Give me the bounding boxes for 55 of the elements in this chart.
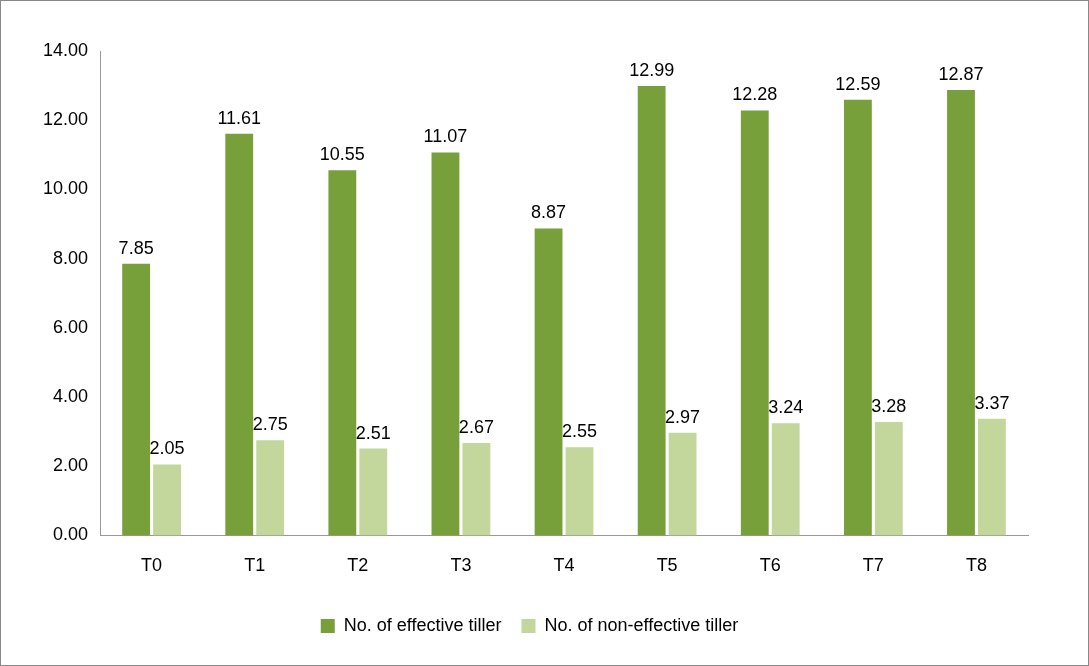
bar <box>153 464 181 536</box>
x-tick-label: T6 <box>759 555 781 576</box>
y-tick-label: 12.00 <box>43 109 89 130</box>
x-tick-label: T1 <box>244 555 266 576</box>
y-tick-label: 6.00 <box>53 316 89 337</box>
bar <box>328 170 357 536</box>
x-tick-label: T3 <box>450 555 472 576</box>
bar <box>947 90 975 536</box>
data-label: 8.87 <box>531 202 567 223</box>
y-tick-label: 4.00 <box>53 385 89 406</box>
y-tick-label: 0.00 <box>53 524 89 545</box>
data-label: 12.28 <box>732 84 778 105</box>
data-label: 3.24 <box>768 397 804 418</box>
y-tick-label: 8.00 <box>53 247 89 268</box>
x-tick-label: T2 <box>347 555 369 576</box>
legend-label: No. of non-effective tiller <box>544 614 739 635</box>
data-label: 12.59 <box>835 73 881 94</box>
bar <box>225 133 254 536</box>
bar <box>534 228 563 536</box>
bar <box>843 99 872 536</box>
bar <box>256 440 285 536</box>
data-label: 10.55 <box>319 144 365 165</box>
data-label: 12.87 <box>938 64 984 85</box>
data-label: 2.55 <box>561 421 598 442</box>
bar <box>637 85 666 536</box>
bar <box>122 263 151 536</box>
x-tick-label: T8 <box>965 555 987 576</box>
y-tick-label: 14.00 <box>43 39 89 60</box>
data-label: 12.99 <box>629 59 675 80</box>
data-label: 3.28 <box>871 395 907 416</box>
x-tick-label: T5 <box>656 555 678 576</box>
y-tick-label: 10.00 <box>43 178 89 199</box>
bar <box>462 443 491 536</box>
bar <box>565 447 594 536</box>
y-tick-label: 2.00 <box>53 455 89 476</box>
data-label: 2.05 <box>149 438 185 459</box>
x-tick-label: T4 <box>553 555 575 576</box>
bar <box>431 152 460 536</box>
data-label: 7.85 <box>118 237 154 258</box>
bar <box>740 110 769 536</box>
x-tick-label: T7 <box>862 555 884 576</box>
data-label: 2.67 <box>458 416 494 437</box>
bar <box>771 423 800 536</box>
data-label: 2.97 <box>665 406 701 427</box>
data-label: 2.75 <box>252 414 288 435</box>
bar <box>874 421 903 536</box>
legend-label: No. of effective tiller <box>343 614 502 635</box>
data-label: 2.51 <box>355 422 391 443</box>
bar <box>359 448 388 536</box>
data-label: 11.07 <box>423 126 468 147</box>
x-tick-label: T0 <box>141 555 163 576</box>
bar <box>668 432 697 536</box>
bar <box>977 418 1006 536</box>
data-label: 3.37 <box>974 392 1010 413</box>
data-label: 11.61 <box>217 107 262 128</box>
